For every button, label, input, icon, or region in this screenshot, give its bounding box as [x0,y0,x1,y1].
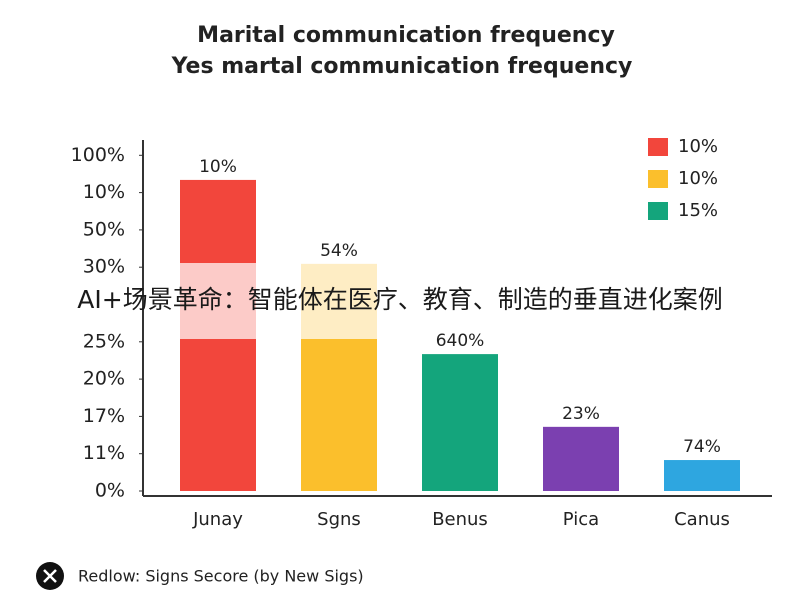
x-tick-label: Benus [432,509,488,530]
y-tick-label: 0% [95,480,125,502]
data-label: 640% [436,331,485,351]
bar [422,354,498,491]
close-icon-cross [43,569,57,583]
x-tick-label: Sgns [317,509,361,530]
y-tick-label: 50% [83,218,125,240]
chart-title: Marital communication frequency [197,23,615,48]
data-label: 74% [683,437,721,457]
legend-swatch [648,138,668,156]
footnote: Redlow: Signs Secore (by New Sigs) [78,567,364,586]
x-tick-label: Junay [192,509,243,530]
banner-band [150,263,400,339]
y-tick-label: 17% [83,405,125,427]
y-tick-label: 10% [83,181,125,203]
legend-label: 15% [678,200,718,221]
legend-label: 10% [678,168,718,189]
chart-subtitle: Yes martal communication frequency [171,54,633,79]
legend-swatch [648,202,668,220]
legend-label: 10% [678,136,718,157]
bar [543,426,619,491]
y-tick-label: 25% [83,330,125,352]
y-tick-label: 100% [71,144,125,166]
y-tick-label: 30% [83,256,125,278]
bar [664,460,740,491]
data-label: 10% [199,157,237,177]
legend-swatch [648,170,668,188]
data-label: 23% [562,404,600,424]
y-tick-label: 11% [83,442,125,464]
data-label: 54% [320,241,358,261]
x-tick-label: Canus [674,509,730,530]
y-tick-label: 20% [83,368,125,390]
banner-text: AI+场景革命：智能体在医疗、教育、制造的垂直进化案例 [77,285,722,314]
x-tick-label: Pica [563,509,599,530]
